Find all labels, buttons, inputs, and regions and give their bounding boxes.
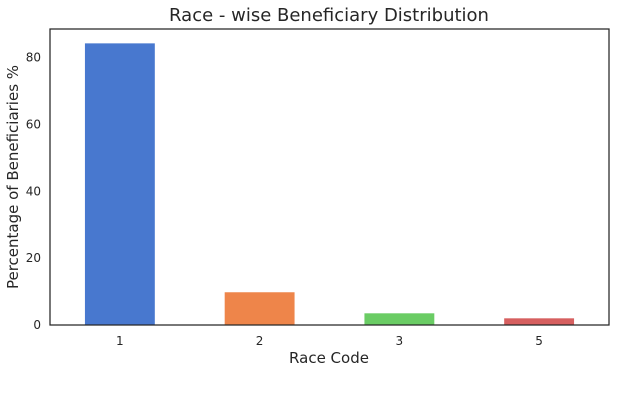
x-axis-ticks: 1 2 3 5 bbox=[116, 334, 543, 348]
x-tick-label: 2 bbox=[256, 334, 264, 348]
bar-race-5 bbox=[504, 318, 575, 325]
x-tick-label: 5 bbox=[535, 334, 543, 348]
y-axis-ticks: 0 20 40 60 80 bbox=[26, 51, 41, 332]
y-tick-label: 0 bbox=[33, 318, 41, 332]
bars-group bbox=[84, 43, 575, 325]
chart-title: Race - wise Beneficiary Distribution bbox=[169, 5, 489, 26]
y-tick-label: 80 bbox=[26, 51, 41, 65]
y-axis-label: Percentage of Beneficiaries % bbox=[4, 65, 22, 289]
x-axis-label: Race Code bbox=[289, 349, 369, 367]
bar-race-1 bbox=[84, 43, 155, 325]
bar-race-3 bbox=[364, 313, 435, 325]
bar-race-2 bbox=[224, 292, 295, 325]
y-tick-label: 40 bbox=[26, 184, 41, 198]
x-tick-label: 3 bbox=[396, 334, 404, 348]
plot-frame bbox=[49, 28, 610, 326]
x-tick-label: 1 bbox=[116, 334, 124, 348]
y-tick-label: 60 bbox=[26, 118, 41, 132]
y-tick-label: 20 bbox=[26, 251, 41, 265]
